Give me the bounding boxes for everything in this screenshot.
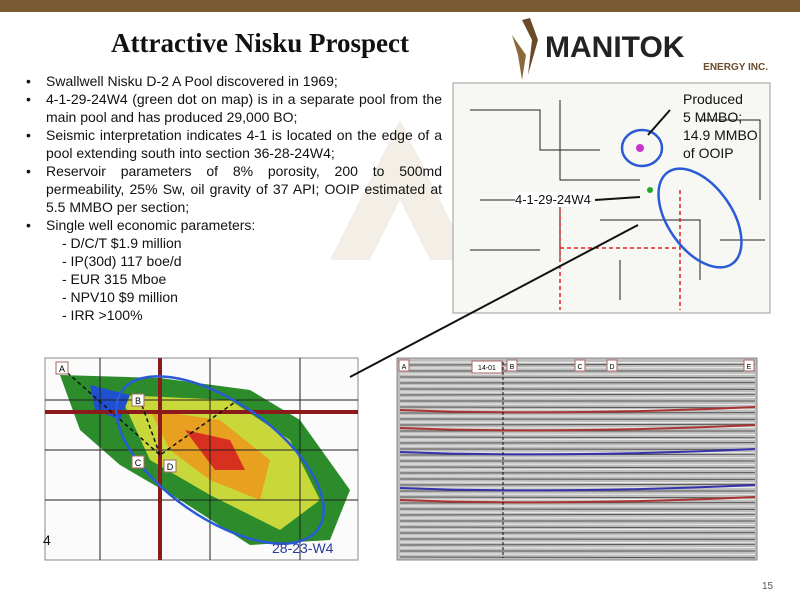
callout-line: Produced <box>683 91 743 107</box>
section-label: 28-23-W4 <box>272 540 334 556</box>
page-number: 15 <box>762 581 774 592</box>
seismic-trace <box>399 513 756 516</box>
point-box <box>55 361 69 375</box>
logo-name: MANITOK <box>545 31 685 64</box>
seismic-trace <box>399 423 756 426</box>
logo: MANITOK ENERGY INC. <box>512 18 768 80</box>
point-box <box>131 393 145 407</box>
seismic-horizon <box>399 406 756 414</box>
point-label: B <box>135 396 141 406</box>
seismic-trace <box>399 406 756 409</box>
seismic-horizon <box>399 484 756 492</box>
seismic-trace <box>399 421 756 424</box>
bullet: Reservoir parameters of 8% porosity, 200… <box>22 162 442 216</box>
seismic-marker: B <box>510 364 515 371</box>
well-box <box>471 360 503 374</box>
seismic-well-label: 14-01 <box>478 365 496 372</box>
economic-item: - EUR 315 Mboe <box>62 271 167 287</box>
seismic-trace <box>399 378 756 381</box>
seismic-trace <box>399 483 756 486</box>
seismic-trace <box>399 496 756 499</box>
seismic-marker: A <box>402 364 407 371</box>
bullet-list: Swallwell Nisku D-2 A Pool discovered in… <box>22 72 442 324</box>
economic-item: - D/C/T $1.9 million <box>62 235 182 251</box>
callout-line: of OOIP <box>683 145 734 161</box>
seismic: 14-01 A B C D E <box>396 357 758 561</box>
bullet: Single well economic parameters: <box>22 216 442 234</box>
marker-box <box>506 359 518 372</box>
bottom-map <box>44 224 639 561</box>
seismic-marker: C <box>577 364 582 371</box>
top-bar <box>0 0 800 12</box>
seismic-marker: E <box>747 364 752 371</box>
top-map <box>452 82 771 314</box>
seismic-horizon <box>399 448 756 456</box>
economic-item: - NPV10 $9 million <box>62 289 178 305</box>
seismic-horizon <box>399 496 756 504</box>
seismic-trace <box>399 376 756 379</box>
seismic-trace <box>399 481 756 484</box>
callout-line: 14.9 MMBO <box>683 127 758 143</box>
point-box <box>131 455 145 469</box>
marker-box <box>743 359 755 372</box>
seismic-trace <box>399 393 756 396</box>
economic-item: - IRR >100% <box>62 307 143 323</box>
seismic-trace <box>399 556 756 559</box>
seismic-trace <box>399 466 756 469</box>
seismic-trace <box>399 436 756 439</box>
seismic-trace <box>399 468 756 471</box>
title: Attractive Nisku Prospect <box>111 28 409 58</box>
well-label: 4-1-29-24W4 <box>515 192 591 207</box>
bullet: Seismic interpretation indicates 4-1 is … <box>22 126 442 162</box>
seismic-trace <box>399 541 756 544</box>
point-label: A <box>59 364 65 374</box>
seismic-trace <box>399 438 756 441</box>
production-callout: Produced 5 MMBO; 14.9 MMBO of OOIP <box>683 90 758 162</box>
logo-tagline: ENERGY INC. <box>703 62 768 73</box>
seismic-marker: D <box>609 364 614 371</box>
marker-box <box>574 359 586 372</box>
bullet: Swallwell Nisku D-2 A Pool discovered in… <box>22 72 442 90</box>
seismic-trace <box>399 526 756 529</box>
economic-item: - IP(30d) 117 boe/d <box>62 253 182 269</box>
seismic-trace <box>399 543 756 546</box>
corner-label: 4 <box>43 532 51 548</box>
seismic-trace <box>399 451 756 454</box>
seismic-horizon <box>399 424 756 432</box>
seismic-trace <box>399 511 756 514</box>
marker-box <box>606 359 618 372</box>
seismic-trace <box>399 391 756 394</box>
point-label: D <box>167 462 174 472</box>
point-label: C <box>135 458 142 468</box>
callout-line: 5 MMBO; <box>683 109 743 125</box>
bullet: 4-1-29-24W4 (green dot on map) is in a s… <box>22 90 442 126</box>
seismic-trace <box>399 528 756 531</box>
marker-box <box>398 359 410 372</box>
point-box <box>163 459 177 473</box>
